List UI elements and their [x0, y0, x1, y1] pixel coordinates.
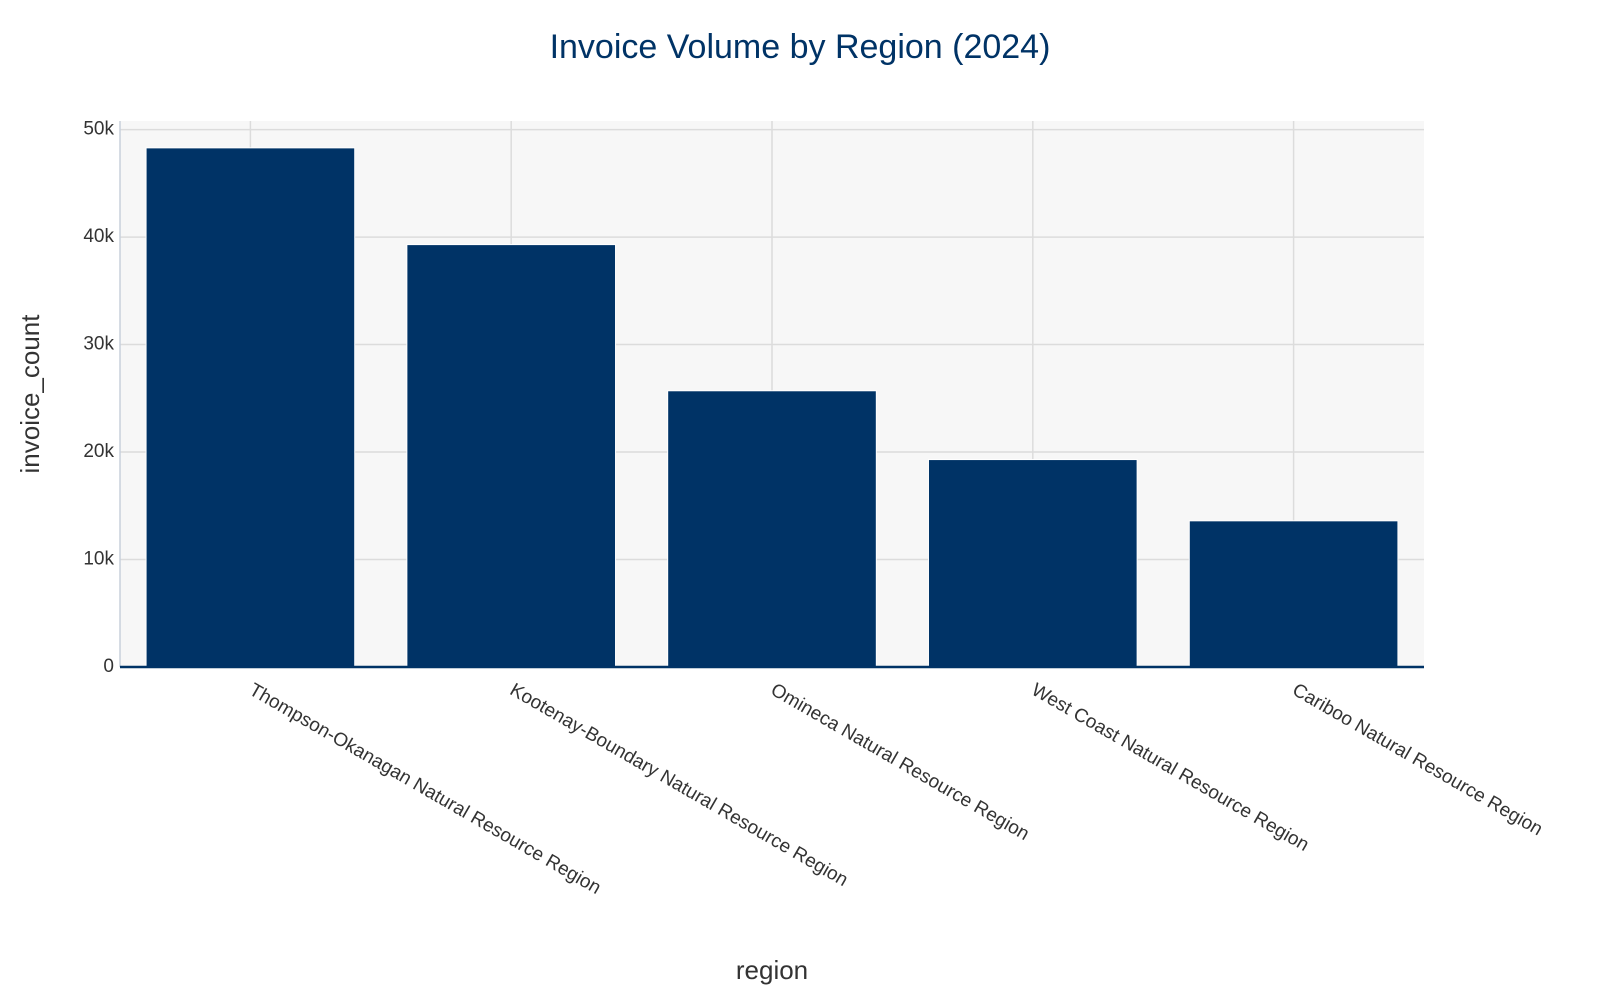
- x-tick-label: Omineca Natural Resource Region: [767, 679, 1033, 845]
- bar: [406, 244, 617, 668]
- bar: [1188, 520, 1399, 668]
- x-tick-label: West Coast Natural Resource Region: [1028, 679, 1313, 855]
- y-axis-title: invoice_count: [15, 314, 45, 474]
- chart-title: Invoice Volume by Region (2024): [550, 28, 1051, 66]
- y-tick-label: 10k: [83, 549, 114, 570]
- y-tick-label: 50k: [83, 119, 114, 140]
- bar: [667, 390, 877, 668]
- y-tick-label: 30k: [83, 334, 114, 355]
- y-tick-label: 0: [103, 656, 114, 677]
- y-tick-label: 20k: [83, 441, 114, 462]
- y-tick-label: 40k: [83, 226, 114, 247]
- bar: [145, 147, 356, 668]
- x-tick-label: Cariboo Natural Resource Region: [1289, 679, 1546, 840]
- bar: [927, 459, 1138, 668]
- x-axis-title: region: [736, 955, 808, 985]
